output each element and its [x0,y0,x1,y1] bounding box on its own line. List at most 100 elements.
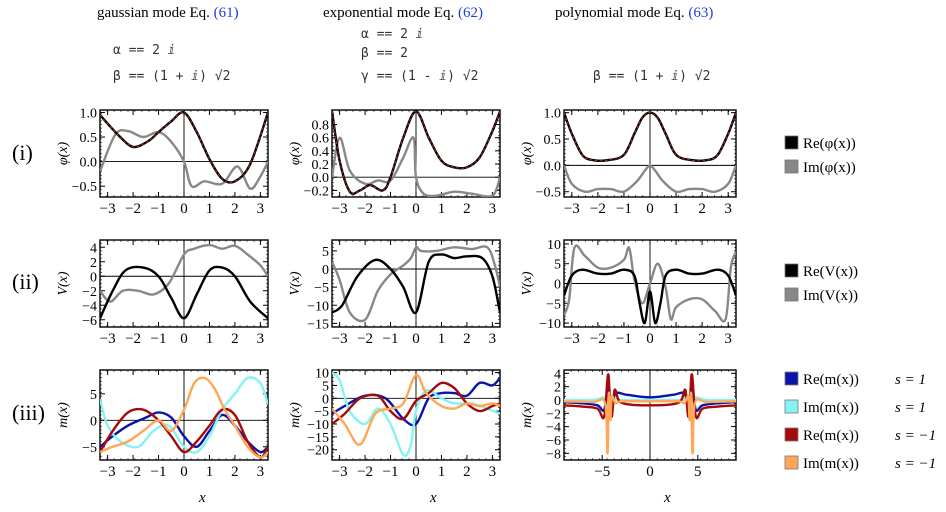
x-tick-label: −2 [357,331,373,347]
x-tick-label: 0 [412,464,420,480]
y-axis-label: V(x) [56,271,71,295]
y-tick-label: −15 [307,317,329,332]
series-group [100,243,268,320]
legend-item: Re(φ(x)) [784,135,856,152]
y-axis-label: φ(x) [288,142,303,166]
series-line-re-v-x- [332,253,500,315]
x-tick-label: 0 [412,331,420,347]
y-axis-label: V(x) [288,271,303,295]
x-tick-label: 2 [463,201,471,217]
series-line-im-m-x-s-1 [100,376,268,454]
y-axis-label: m(x) [288,402,303,428]
y-tick-label: 0.6 [312,132,330,147]
y-tick-label: −8 [546,447,561,462]
x-tick-label: −2 [357,201,373,217]
x-tick-label: 1 [672,201,680,217]
y-tick-label: 0 [90,270,97,285]
series-line-im-x- [564,164,736,194]
y-tick-label: −15 [307,431,329,446]
legend-label: Im(m(x)) [803,456,859,472]
y-tick-label: 0 [554,394,561,409]
legend-item: Im(φ(x)) [784,159,856,176]
series-line-re-m-x-s-1 [100,407,268,459]
x-tick-label: −1 [151,201,167,217]
x-tick-label: −3 [332,331,348,347]
x-tick-label: 0 [180,201,188,217]
x-tick-label: −2 [125,331,141,347]
y-tick-label: −0.2 [304,184,329,199]
y-tick-label: 0 [322,392,329,407]
column-title-polynomial: polynomial mode Eq. (63) [555,5,713,21]
x-tick-label: 0 [180,331,188,347]
x-tick-label: 2 [463,464,471,480]
column-title-exponential: exponential mode Eq. (62) [323,5,483,21]
y-tick-label: 0.4 [312,145,330,160]
series-line-im-m-x-s-1 [100,376,268,459]
y-tick-label: −6 [82,314,97,329]
y-tick-label: 5 [322,379,329,394]
legend-s-value: s = 1 [895,400,926,416]
y-tick-label: −0.5 [536,186,561,201]
legend-label: Im(φ(x)) [803,160,856,176]
y-tick-label: 4 [554,367,561,382]
y-tick-label: 1.0 [80,106,98,121]
series-group [564,373,736,455]
legend-s-value: s = −1 [895,456,936,472]
series-line-im-m-x-s-1 [332,373,500,446]
x-tick-label: −3 [100,201,116,217]
series-line-im-v-x- [564,244,736,323]
y-tick-label: −5 [314,281,329,296]
legend-label: Re(V(x)) [803,264,858,280]
x-tick-label: 0 [646,331,654,347]
x-tick-label: −1 [383,331,399,347]
series-line-im-v-x- [100,243,268,303]
legend-swatch [784,427,799,442]
x-tick-label: 2 [698,331,706,347]
x-tick-label: −1 [383,464,399,480]
x-tick-label: 0 [646,201,654,217]
x-tick-label: 1 [438,331,446,347]
y-tick-label: 0.8 [312,119,330,134]
x-tick-label: 3 [724,331,732,347]
y-tick-label: 4 [90,241,97,256]
plot-grid: −3 −2 −1 0 1 2 31.00.50.0−0.5φ(x)−3 −2 −1 0 1 2 30.8… [56,106,737,480]
x-tick-label: 0 [646,464,654,480]
x-tick-label: 2 [231,201,239,217]
y-tick-label: 10 [547,238,561,253]
x-tick-label: −2 [125,201,141,217]
y-tick-label: 0.0 [312,171,330,186]
x-tick-label: 2 [231,464,239,480]
series-group [332,245,500,323]
legend-swatch [784,399,799,414]
legend-swatch [784,287,799,302]
x-tick-label: −2 [590,331,606,347]
x-tick-label: 5 [694,464,702,480]
plot-iii-gaussian: −3 −2 −1 0 1 2 3 5 0 −5 m(x) [56,369,269,480]
x-tick-label: −2 [357,464,373,480]
y-tick-label: 2 [90,256,97,271]
y-axis-label: m(x) [56,402,71,428]
legend-item: Im(m(x)) s = −1 [784,455,936,472]
legend-swatch [784,135,799,150]
x-tick-label: −3 [564,201,580,217]
series-group [564,244,736,325]
y-tick-label: −6 [546,434,561,449]
x-tick-label: −3 [332,464,348,480]
legend-item: Im(m(x)) s = 1 [784,399,926,416]
plot-i-exponential: −3 −2 −1 0 1 2 3 0.80.60.40.20.0−0.2 φ(x) [288,109,501,217]
x-axis-label-exponential: x [429,490,437,506]
legend-swatch [784,263,799,278]
series-line-re-m-x-s-1 [332,381,500,425]
series-line-re-v-x- [100,265,268,320]
y-tick-label: 5 [90,388,97,403]
legend-swatch [784,455,799,470]
y-tick-label: −10 [539,317,561,332]
y-tick-label: −0.5 [72,180,97,195]
x-tick-label: −3 [332,201,348,217]
param-exponential-beta: β == 2 [361,46,408,61]
series-line-im-x- [332,136,500,197]
